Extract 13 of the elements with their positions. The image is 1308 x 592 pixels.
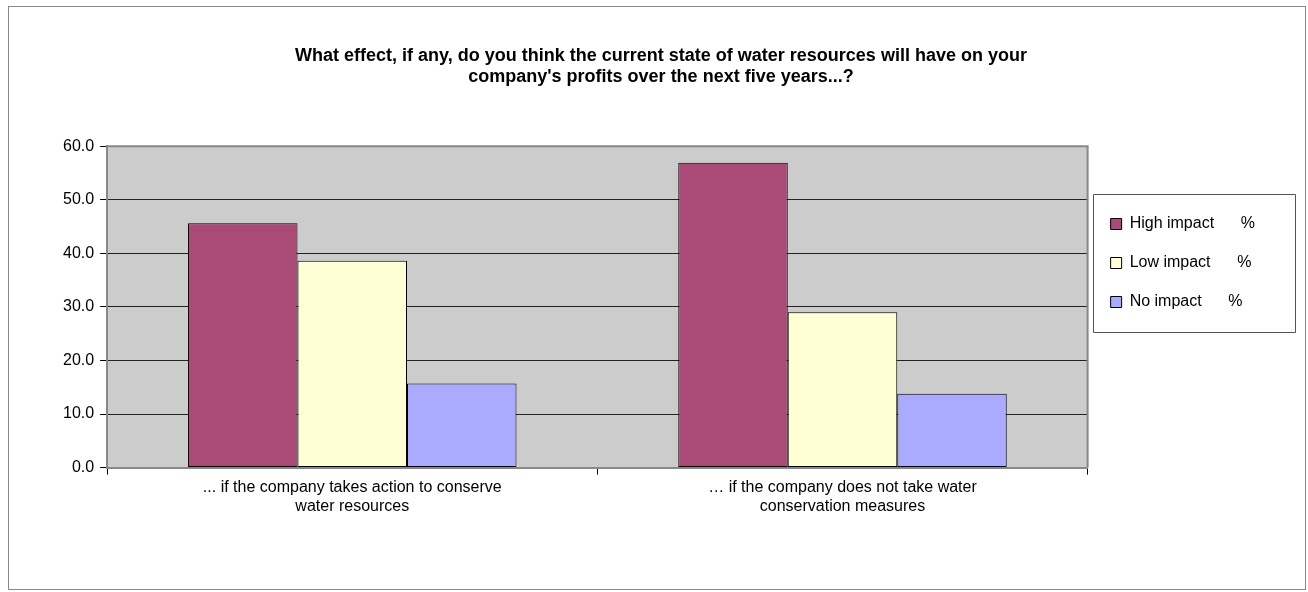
chart-title: What effect, if any, do you think the current state of water resources will have on your company's profits over the next five years...? — [295, 44, 1027, 87]
x-tick-label: ... if the company takes action to conserve water resources — [202, 477, 502, 514]
legend-label: Low impact % — [1129, 253, 1252, 271]
legend-label: High impact % — [1129, 214, 1255, 232]
x-tick-label: … if the company does not take water conservation measures — [708, 477, 978, 514]
y-tick-label: 10.0 — [63, 404, 95, 422]
y-tick-label: 0.0 — [71, 458, 95, 476]
y-tick-label: 50.0 — [63, 190, 95, 208]
y-tick-label: 60.0 — [63, 136, 95, 154]
y-tick-label: 20.0 — [63, 350, 95, 368]
legend-label: No impact % — [1129, 292, 1243, 310]
y-tick-label: 30.0 — [63, 297, 95, 315]
y-tick-label: 40.0 — [63, 243, 95, 261]
